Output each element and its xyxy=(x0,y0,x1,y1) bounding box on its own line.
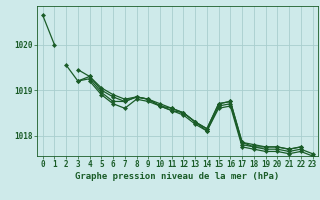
X-axis label: Graphe pression niveau de la mer (hPa): Graphe pression niveau de la mer (hPa) xyxy=(76,172,280,181)
